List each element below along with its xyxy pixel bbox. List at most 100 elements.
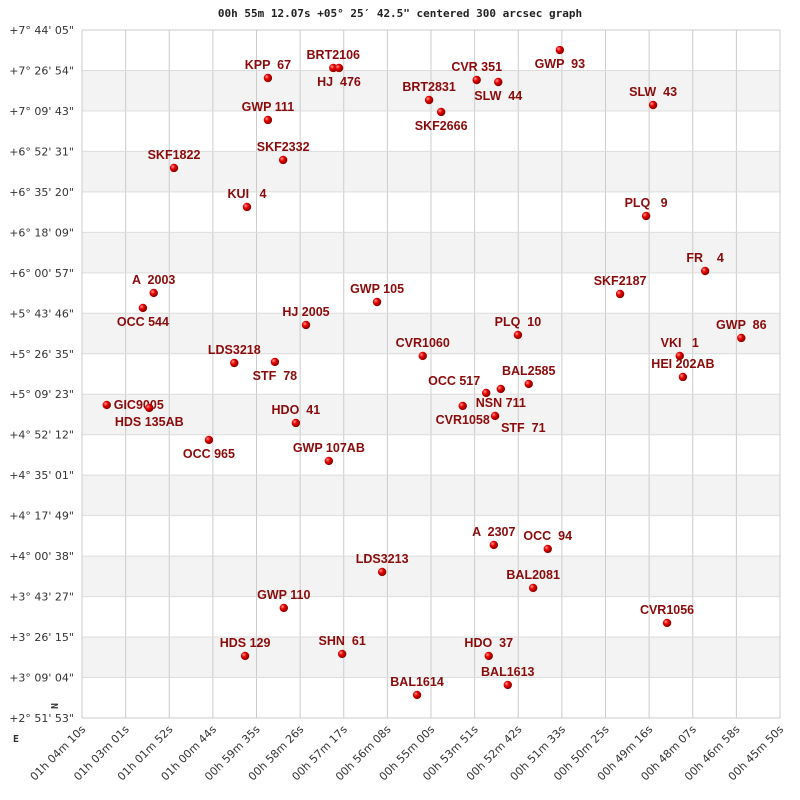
star-nsn-711[interactable]: NSN 711: [476, 384, 526, 410]
star-bal2585[interactable]: BAL2585: [502, 364, 556, 389]
star-marker[interactable]: [524, 379, 533, 389]
star-gwp-93[interactable]: GWP 93: [535, 45, 586, 71]
star-label: SKF1822: [148, 148, 201, 162]
star-cvr-351[interactable]: CVR 351: [451, 60, 502, 85]
star-marker[interactable]: [424, 95, 434, 105]
star-occ-94[interactable]: OCC 94: [523, 529, 572, 554]
star-marker[interactable]: [230, 358, 239, 368]
star-gwp-107ab[interactable]: GWP 107AB: [293, 441, 365, 466]
star-marker[interactable]: [204, 435, 214, 445]
star-marker[interactable]: [662, 618, 672, 628]
star-marker[interactable]: [555, 45, 565, 55]
star-hds-135ab[interactable]: HDS 135AB: [115, 403, 184, 429]
star-marker[interactable]: [482, 388, 491, 398]
star-cvr1056[interactable]: CVR1056: [640, 603, 694, 628]
star-bal2081[interactable]: BAL2081: [506, 568, 560, 593]
star-marker[interactable]: [270, 357, 280, 367]
star-marker[interactable]: [615, 289, 625, 299]
star-gwp-110[interactable]: GWP 110: [257, 588, 310, 613]
star-a-2003[interactable]: A 2003: [132, 273, 175, 298]
star-gwp-86[interactable]: GWP 86: [716, 318, 767, 343]
star-skf1822[interactable]: SKF1822: [148, 148, 201, 173]
star-vki-1[interactable]: VKI 1: [661, 336, 699, 361]
star-gwp-105[interactable]: GWP 105: [350, 282, 404, 307]
star-marker[interactable]: [138, 303, 148, 313]
star-shn-61[interactable]: SHN 61: [319, 634, 366, 659]
star-marker[interactable]: [377, 567, 387, 577]
star-occ-517[interactable]: OCC 517: [428, 374, 491, 398]
star-marker[interactable]: [242, 202, 252, 212]
star-marker[interactable]: [149, 288, 158, 298]
star-marker[interactable]: [648, 100, 658, 110]
star-marker[interactable]: [291, 418, 301, 428]
star-bal1614[interactable]: BAL1614: [390, 675, 444, 700]
star-marker[interactable]: [279, 603, 288, 613]
star-marker[interactable]: [675, 351, 684, 361]
star-marker[interactable]: [472, 75, 481, 85]
star-marker[interactable]: [301, 320, 311, 330]
star-marker[interactable]: [169, 163, 179, 173]
star-marker[interactable]: [458, 401, 467, 411]
star-stf-71[interactable]: STF 71: [490, 411, 546, 435]
star-marker[interactable]: [240, 651, 250, 661]
star-kpp-67[interactable]: KPP 67: [245, 58, 291, 83]
star-marker[interactable]: [263, 73, 273, 83]
star-marker[interactable]: [543, 544, 552, 554]
star-marker[interactable]: [337, 649, 347, 659]
star-slw-43[interactable]: SLW 43: [629, 85, 677, 110]
star-marker[interactable]: [490, 411, 500, 421]
star-plq-10[interactable]: PLQ 10: [495, 315, 542, 340]
star-hei-202ab[interactable]: HEI 202AB: [651, 357, 715, 382]
star-marker[interactable]: [641, 211, 651, 221]
star-marker[interactable]: [334, 63, 344, 73]
star-marker[interactable]: [145, 403, 154, 413]
star-plq-9[interactable]: PLQ 9: [625, 196, 668, 221]
star-bal1613[interactable]: BAL1613: [481, 665, 535, 690]
star-marker[interactable]: [513, 330, 523, 340]
star-hdo-37[interactable]: HDO 37: [464, 636, 513, 661]
star-occ-965[interactable]: OCC 965: [183, 435, 235, 461]
star-label: HJ 2005: [282, 305, 329, 319]
star-label: BAL1613: [481, 665, 535, 679]
star-marker[interactable]: [324, 456, 334, 466]
star-kui-4[interactable]: KUI 4: [228, 187, 267, 212]
star-slw-44[interactable]: SLW 44: [474, 77, 522, 103]
star-marker[interactable]: [263, 115, 273, 125]
star-brt2831[interactable]: BRT2831: [402, 80, 456, 105]
star-skf2666[interactable]: SKF2666: [415, 107, 468, 133]
star-marker[interactable]: [528, 583, 538, 593]
star-marker[interactable]: [678, 372, 688, 382]
star-marker[interactable]: [418, 351, 427, 361]
star-cvr1058[interactable]: CVR1058: [436, 401, 490, 427]
star-marker[interactable]: [503, 680, 512, 690]
star-hj-476[interactable]: HJ 476: [317, 63, 361, 89]
star-a-2307[interactable]: A 2307: [472, 525, 516, 550]
star-hdo-41[interactable]: HDO 41: [272, 403, 321, 428]
star-gwp-111[interactable]: GWP 111: [242, 100, 295, 125]
star-marker[interactable]: [102, 400, 111, 410]
star-skf2332[interactable]: SKF2332: [257, 140, 310, 165]
star-brt2106[interactable]: BRT2106: [307, 48, 361, 73]
star-stf-78[interactable]: STF 78: [253, 357, 298, 383]
star-lds3213[interactable]: LDS3213: [356, 552, 409, 577]
star-hds-129[interactable]: HDS 129: [220, 636, 271, 661]
star-marker[interactable]: [484, 651, 493, 661]
star-marker[interactable]: [489, 540, 499, 550]
star-marker[interactable]: [737, 333, 746, 343]
star-lds3218[interactable]: LDS3218: [208, 343, 261, 368]
star-marker[interactable]: [278, 155, 288, 165]
star-marker[interactable]: [700, 266, 710, 276]
star-marker[interactable]: [496, 384, 505, 394]
star-hj-2005[interactable]: HJ 2005: [282, 305, 330, 330]
star-skf2187[interactable]: SKF2187: [594, 274, 647, 299]
star-label: SLW 44: [474, 89, 522, 103]
star-cvr1060[interactable]: CVR1060: [396, 336, 450, 361]
star-marker[interactable]: [436, 107, 446, 117]
star-marker[interactable]: [494, 77, 503, 87]
star-marker[interactable]: [372, 297, 382, 307]
star-label: CVR1056: [640, 603, 694, 617]
star-fr-4[interactable]: FR 4: [686, 251, 724, 276]
star-occ-544[interactable]: OCC 544: [117, 303, 169, 329]
star-marker[interactable]: [412, 690, 422, 700]
y-tick-label: +4° 00' 38": [9, 550, 74, 563]
